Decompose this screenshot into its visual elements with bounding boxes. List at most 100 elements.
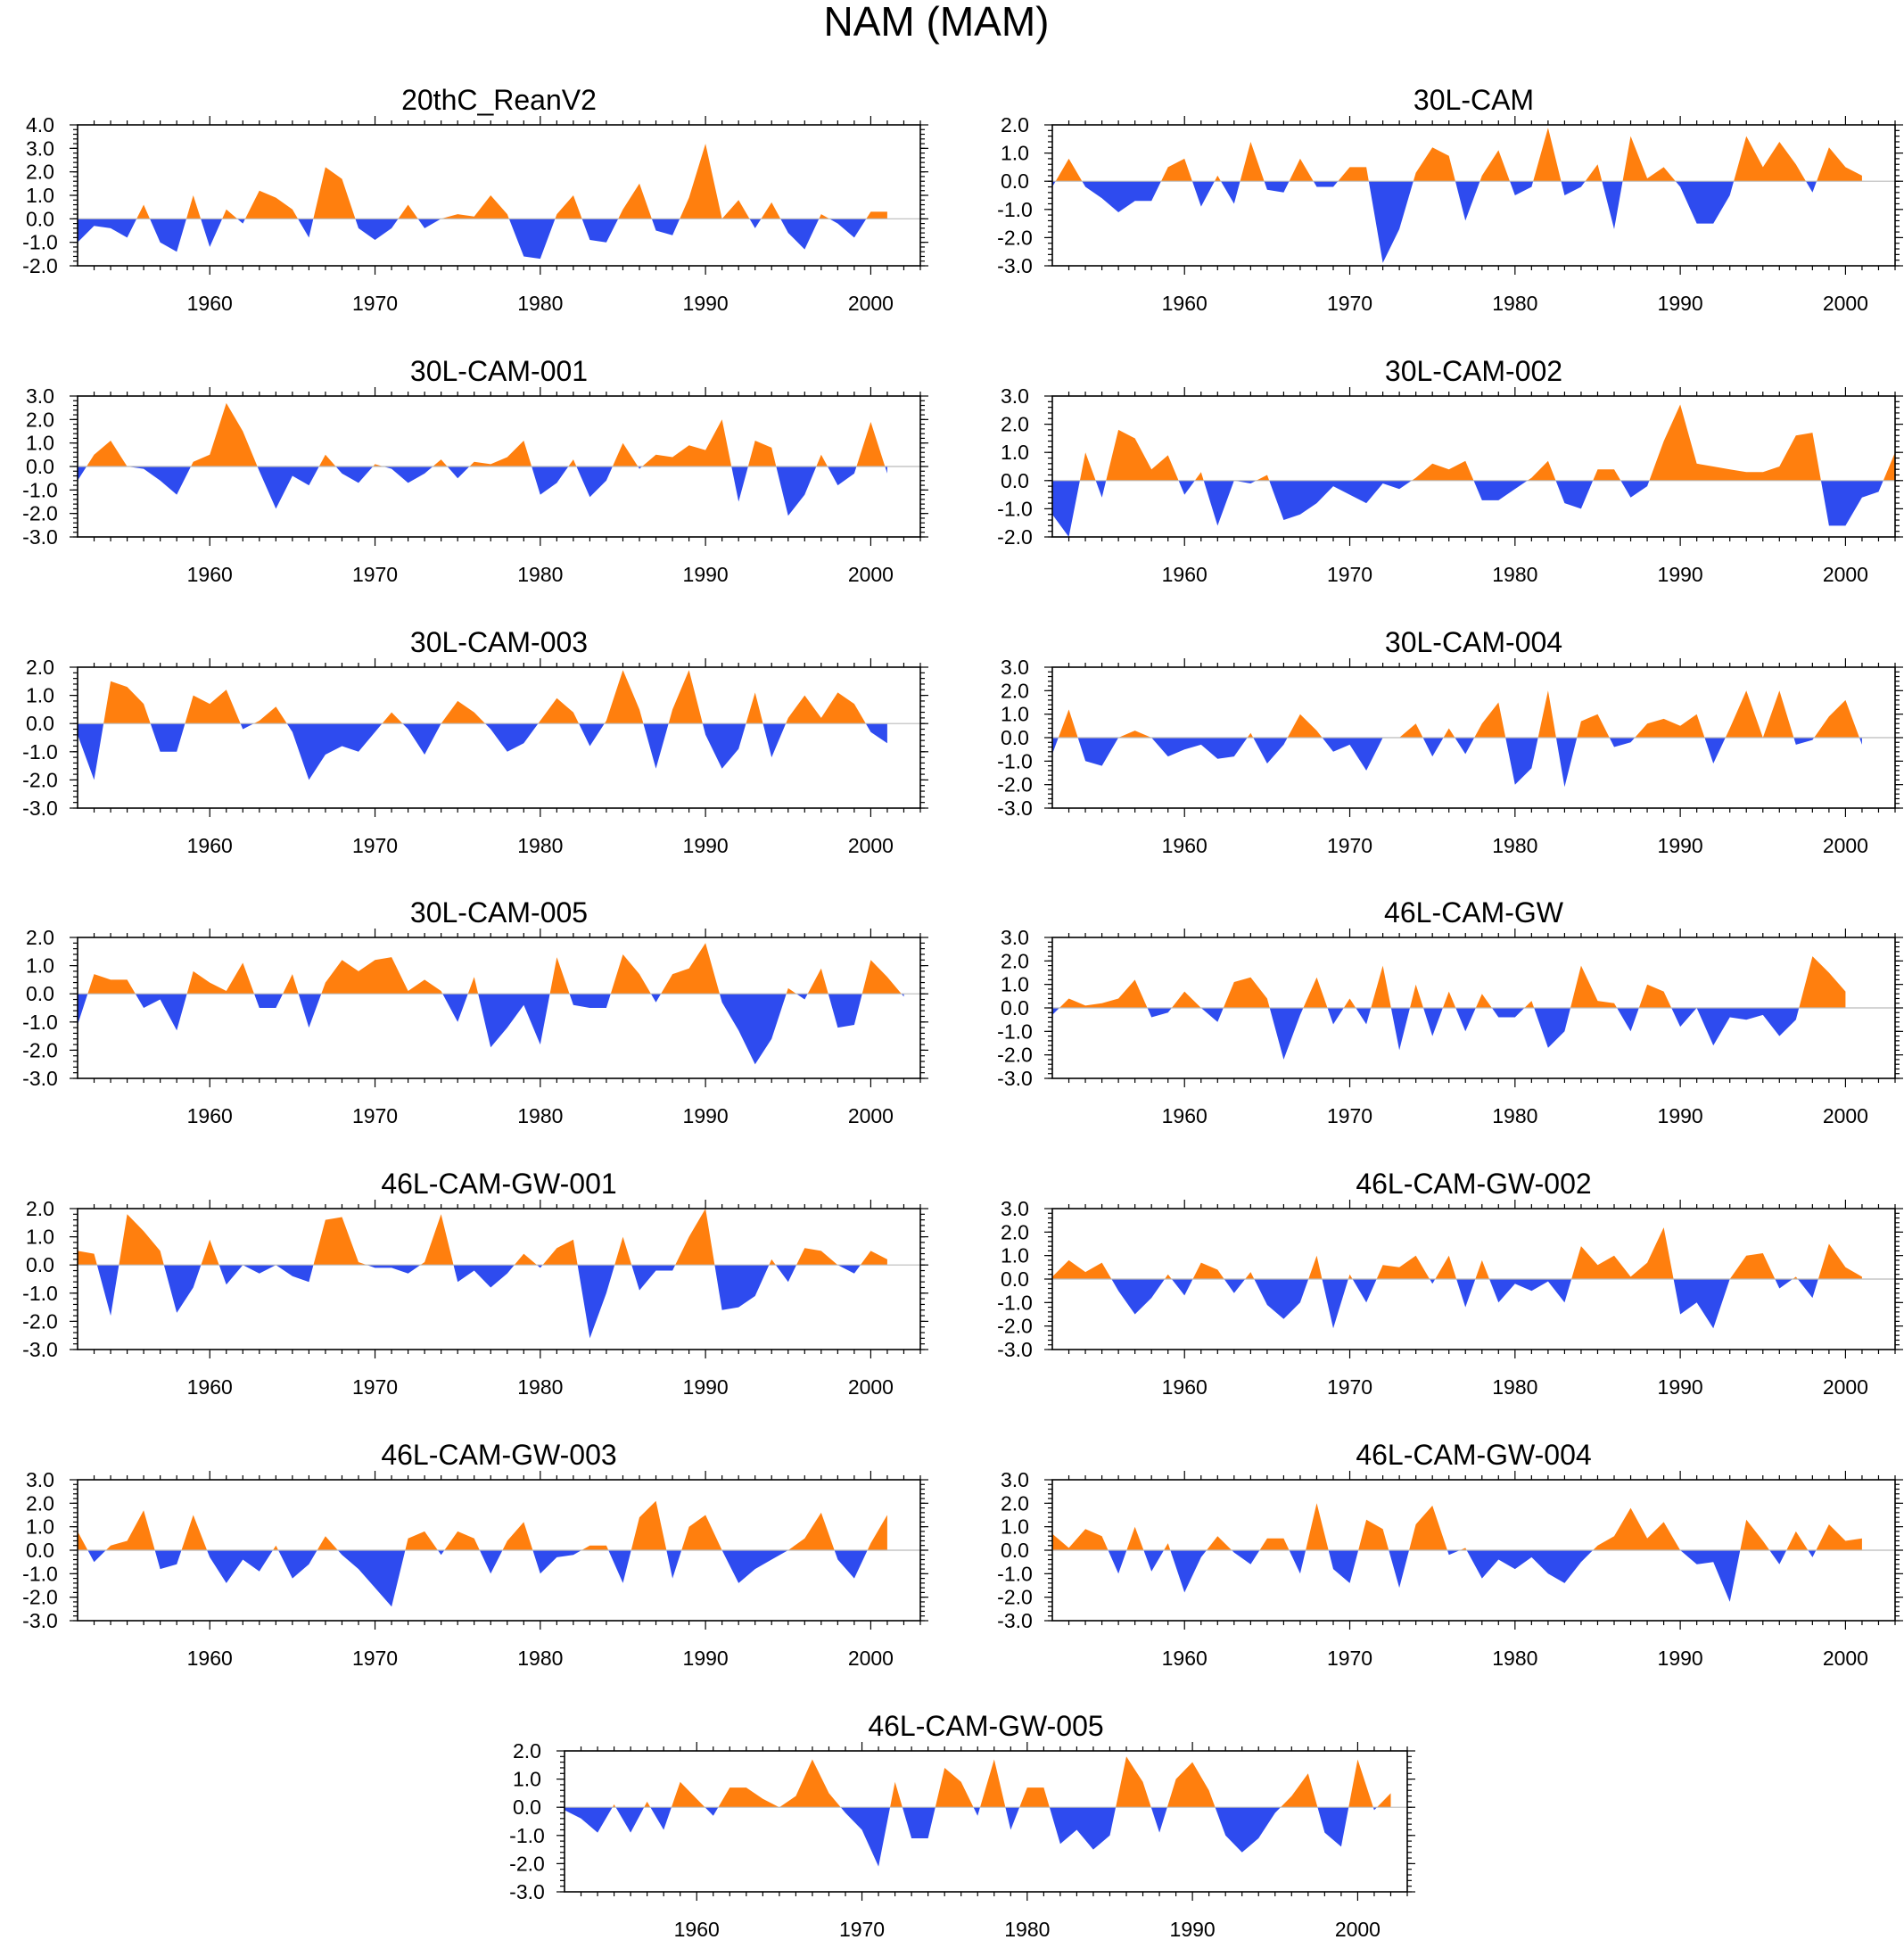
y-tick-label: 0.0 <box>1001 1539 1029 1562</box>
x-tick-label: 1980 <box>517 1375 563 1399</box>
negative-area <box>1052 480 1895 537</box>
negative-area <box>1052 1008 1846 1060</box>
y-tick-label: 2.0 <box>1001 113 1029 136</box>
x-tick-label: 2000 <box>1823 1375 1868 1399</box>
y-tick-label: -1.0 <box>22 1282 58 1305</box>
negative-area <box>1052 1279 1862 1329</box>
x-tick-label: 1990 <box>1658 563 1703 586</box>
negative-area <box>78 994 904 1065</box>
panel-title: 46L-CAM-GW-003 <box>381 1439 616 1471</box>
x-tick-label: 1960 <box>1162 1647 1208 1670</box>
panel-11: 46L-CAM-GW-003 3.02.01.00.0-1.0-2.0-3.0 19… <box>22 1439 928 1670</box>
x-tick-label: 1960 <box>1162 1104 1208 1127</box>
figure-title: NAM (MAM) <box>824 0 1050 45</box>
positive-area <box>78 1209 887 1266</box>
x-tick-label: 1960 <box>1162 834 1208 857</box>
y-tick-label: -3.0 <box>997 1609 1033 1632</box>
x-tick-label: 2000 <box>848 292 894 315</box>
x-tick-label: 1960 <box>1162 563 1208 586</box>
negative-area <box>565 1807 1391 1867</box>
y-tick-label: -1.0 <box>997 749 1033 772</box>
y-tick-label: 2.0 <box>26 1491 54 1515</box>
x-tick-label: 1960 <box>187 292 233 315</box>
x-tick-label: 1990 <box>683 834 729 857</box>
positive-area <box>78 402 887 466</box>
y-tick-label: 0.0 <box>1001 469 1029 492</box>
y-tick-label: 0.0 <box>513 1796 541 1819</box>
panel-title: 46L-CAM-GW-004 <box>1356 1439 1591 1471</box>
x-tick-label: 1960 <box>187 834 233 857</box>
x-tick-label: 1980 <box>1492 1104 1537 1127</box>
panel-title: 20thC_ReanV2 <box>401 84 597 116</box>
y-tick-label: -1.0 <box>997 1562 1033 1585</box>
x-tick-label: 1960 <box>187 1375 233 1399</box>
x-tick-label: 2000 <box>1335 1918 1381 1940</box>
x-tick-label: 1990 <box>683 292 729 315</box>
y-tick-label: 3.0 <box>1001 1468 1029 1491</box>
x-tick-label: 1970 <box>1327 292 1372 315</box>
positive-area <box>1052 956 1846 1008</box>
y-tick-label: 1.0 <box>26 954 54 978</box>
y-tick-label: -2.0 <box>997 1586 1033 1609</box>
y-tick-label: 2.0 <box>26 1197 54 1220</box>
y-tick-label: 2.0 <box>26 656 54 679</box>
y-tick-label: 2.0 <box>1001 679 1029 702</box>
y-tick-label: -2.0 <box>22 1038 58 1061</box>
y-tick-label: 3.0 <box>1001 384 1029 408</box>
plot-frame <box>564 1750 1408 1893</box>
panel-title: 30L-CAM-004 <box>1385 626 1562 658</box>
panel-title: 30L-CAM-001 <box>410 355 588 387</box>
y-tick-label: -1.0 <box>509 1824 545 1847</box>
x-tick-label: 1970 <box>839 1918 885 1940</box>
x-tick-label: 1990 <box>1658 1647 1703 1670</box>
positive-area <box>78 1500 887 1550</box>
x-tick-label: 1990 <box>683 1375 729 1399</box>
y-tick-label: 1.0 <box>26 684 54 707</box>
negative-area <box>78 1265 887 1339</box>
x-tick-label: 2000 <box>1823 292 1868 315</box>
y-tick-label: 0.0 <box>26 1539 54 1562</box>
y-tick-label: 0.0 <box>1001 726 1029 749</box>
x-tick-label: 1970 <box>352 1647 398 1670</box>
panel-7: 30L-CAM-005 2.0 1.0 0.0 -1.0 -2.0 -3.0 1960 1970… <box>22 896 928 1127</box>
y-tick-label: -2.0 <box>509 1852 545 1875</box>
panel-title: 30L-CAM <box>1414 84 1534 116</box>
y-tick-label: -1.0 <box>997 198 1033 221</box>
x-tick-label: 1980 <box>1492 292 1537 315</box>
x-tick-label: 1980 <box>517 292 563 315</box>
y-tick-label: -2.0 <box>22 1586 58 1609</box>
panel-title: 30L-CAM-002 <box>1385 355 1562 387</box>
y-tick-label: 1.0 <box>1001 142 1029 165</box>
positive-area <box>1052 128 1862 182</box>
y-tick-label: -3.0 <box>22 797 58 820</box>
positive-area <box>1052 1227 1862 1279</box>
y-tick-label: -2.0 <box>997 1044 1033 1067</box>
x-tick-label: 1960 <box>187 1104 233 1127</box>
y-tick-label: 2.0 <box>26 926 54 949</box>
panel-3: 30L-CAM-001 3.02.01.00.0-1.0-2.0-3.0 1960 1… <box>22 355 928 586</box>
y-tick-label: -2.0 <box>22 1309 58 1333</box>
x-tick-label: 1970 <box>1327 563 1372 586</box>
y-tick-label: -3.0 <box>22 1609 58 1632</box>
panel-title: 30L-CAM-005 <box>410 896 588 929</box>
positive-area <box>1052 690 1862 738</box>
x-tick-label: 1970 <box>352 834 398 857</box>
x-tick-label: 1980 <box>1492 563 1537 586</box>
y-tick-label: 1.0 <box>1001 441 1029 464</box>
y-tick-label: -3.0 <box>997 1338 1033 1361</box>
y-tick-label: 2.0 <box>1001 413 1029 436</box>
negative-area <box>78 466 887 516</box>
y-tick-label: -2.0 <box>22 254 58 277</box>
x-tick-label: 2000 <box>848 1647 894 1670</box>
negative-area <box>78 1550 887 1607</box>
x-tick-label: 2000 <box>1823 1104 1868 1127</box>
positive-area <box>1052 1503 1862 1550</box>
plot-frame <box>77 1208 921 1350</box>
y-tick-label: 0.0 <box>26 1253 54 1276</box>
y-tick-label: -2.0 <box>997 1315 1033 1338</box>
panel-13: 46L-CAM-GW-005 2.0 1.0 0.0 -1.0 -2.0 -3.0 1960 1… <box>509 1710 1415 1940</box>
x-tick-label: 1990 <box>1658 1375 1703 1399</box>
y-tick-label: 1.0 <box>26 184 54 207</box>
plot-frame <box>77 666 921 809</box>
